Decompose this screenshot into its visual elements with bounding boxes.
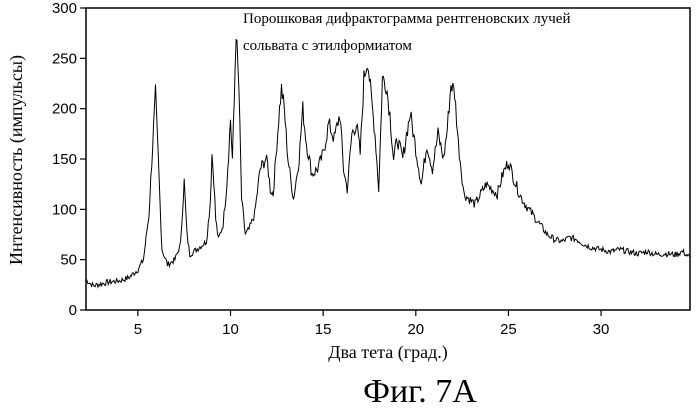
y-tick-label: 100 xyxy=(52,201,77,218)
figure-caption: Фиг. 7A xyxy=(363,373,477,410)
x-axis: 5 10 15 20 25 30 xyxy=(134,310,610,338)
chart-annotation-line-2: сольвата с этилформиатом xyxy=(243,38,412,54)
plot-area xyxy=(85,7,691,311)
x-tick-label: 30 xyxy=(593,321,610,338)
diffraction-series-line xyxy=(85,38,691,289)
y-tick-label: 150 xyxy=(52,151,77,168)
y-tick-label: 300 xyxy=(52,0,77,17)
y-tick-label: 250 xyxy=(52,50,77,67)
x-tick-label: 10 xyxy=(222,321,239,338)
y-tick-label: 50 xyxy=(60,252,77,269)
chart-annotation-line-1: Порошковая дифрактограмма рентгеновских … xyxy=(243,11,571,27)
y-tick-label: 200 xyxy=(52,101,77,118)
x-tick-label: 20 xyxy=(407,321,424,338)
y-tick-label: 0 xyxy=(69,302,77,319)
x-tick-label: 15 xyxy=(315,321,332,338)
x-tick-label: 5 xyxy=(134,321,142,338)
x-tick-label: 25 xyxy=(500,321,517,338)
x-axis-label: Два тета (град.) xyxy=(328,342,447,363)
y-axis-label: Интенсивность (импульсы) xyxy=(6,55,27,265)
y-axis: 0 50 100 150 200 250 300 xyxy=(52,0,86,319)
